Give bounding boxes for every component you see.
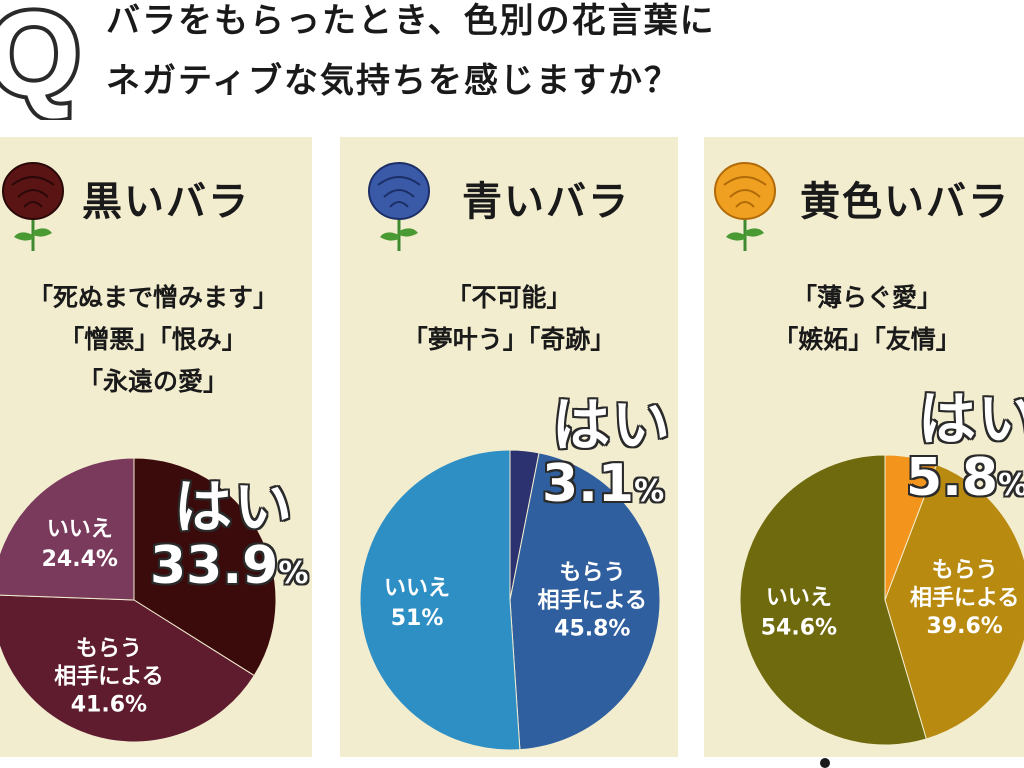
rose-name: 青いバラ (462, 179, 630, 225)
pct-sign: % (998, 468, 1024, 503)
yellow-rose-icon (714, 162, 776, 251)
rose-name: 黄色いバラ (800, 179, 1010, 225)
yes-word: はい (174, 473, 295, 541)
slice-label-no: いいえ 24.4% (42, 517, 118, 572)
pie-slice (884, 463, 1024, 740)
title-line-2: ネガティブな気持ちを感じますか？ (106, 61, 680, 101)
meaning-line: 「憎悪」「恨み」 (59, 325, 247, 354)
pie-slice (133, 457, 277, 677)
meaning-line: 「死ぬまで憎みます」 (27, 283, 278, 312)
pie-slice (359, 449, 521, 751)
flower-meaning: 「死ぬまで憎みます」 「憎悪」「恨み」 「永遠の愛」 (0, 277, 312, 403)
slice-label-no: いいえ 51% (384, 576, 450, 631)
pct-sign: % (634, 474, 665, 509)
pie-slice (0, 457, 135, 601)
meaning-line: 「嫉妬」「友情」 (773, 325, 961, 354)
pie-slice (739, 454, 927, 746)
yes-value: 5.8 (906, 448, 999, 508)
slice-label-depends: もらう相手による 39.6% (910, 558, 1019, 639)
q-badge-icon: Q (0, 0, 84, 120)
flower-meaning: 「不可能」 「夢叶う」「奇跡」 (340, 277, 678, 361)
pct-sign: % (278, 556, 309, 591)
pie-slice (0, 594, 255, 743)
slice-label-no: いいえ 54.6% (761, 586, 837, 641)
pie-chart-blue-rose: もらう相手による 45.8% いいえ 51% (359, 449, 661, 751)
rose-name: 黒いバラ (82, 179, 250, 225)
meaning-line: 「薄らぐ愛」 (791, 283, 942, 312)
pie-chart-black-rose: もらう相手による 41.6% いいえ 24.4% (0, 457, 277, 743)
yes-value: 33.9 (150, 536, 279, 596)
flower-meaning: 「薄らぐ愛」 「嫉妬」「友情」 (704, 277, 1024, 361)
yes-label-black: はい 33.9% (150, 473, 309, 594)
slice-label-depends: もらう相手による 41.6% (54, 636, 163, 717)
pie-slice (509, 452, 661, 751)
slice-label-depends: もらう相手による 45.8% (538, 560, 647, 641)
blue-rose-icon (368, 162, 430, 251)
meaning-line: 「不可能」 (446, 283, 572, 312)
brand-mark-icon (820, 758, 830, 768)
meaning-line: 「永遠の愛」 (77, 367, 228, 396)
meaning-line: 「夢叶う」「奇跡」 (402, 325, 616, 354)
yes-word: はい (552, 391, 673, 459)
black-rose-icon (2, 162, 64, 251)
yes-value: 3.1 (542, 454, 635, 514)
yes-label-yellow: はい 5.8% (906, 385, 1024, 506)
pie-chart-yellow-rose: もらう相手による 39.6% いいえ 54.6% (739, 454, 1024, 746)
svg-text:Q: Q (0, 0, 81, 120)
title-line-1: バラをもらったとき、色別の花言葉に (106, 1, 716, 41)
yes-label-blue: はい 3.1% (542, 391, 673, 512)
yes-word: はい (918, 385, 1024, 453)
